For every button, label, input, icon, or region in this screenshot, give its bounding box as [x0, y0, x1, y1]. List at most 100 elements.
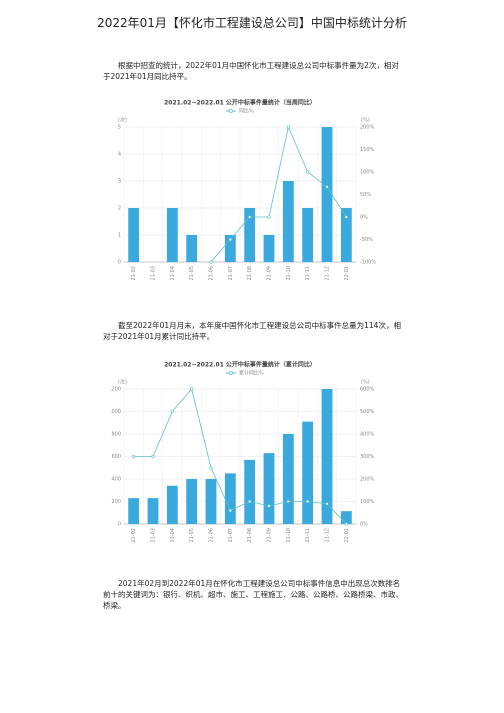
- bar: [244, 208, 256, 262]
- y-tick-label: 600: [111, 454, 121, 460]
- line-point: [151, 454, 155, 459]
- y2-tick-label: 150%: [360, 147, 375, 153]
- y2-tick-label: -100%: [360, 260, 376, 266]
- x-tick-label: 2021-06: [209, 266, 215, 280]
- y2-tick-label: 600%: [360, 387, 375, 393]
- bar: [340, 208, 352, 262]
- line-point: [228, 508, 232, 513]
- bar: [302, 208, 314, 262]
- y2-tick-label: 200%: [360, 477, 375, 483]
- y2-tick-label: 200%: [360, 125, 375, 131]
- line-point: [286, 499, 290, 504]
- line-point: [209, 260, 213, 264]
- x-tick-label: 2021-04: [170, 266, 176, 280]
- legend-label: 累计同比%: [239, 370, 264, 377]
- chart: 2021.02~2022.01 公开中标事件量统计（当周同比）同比% (次) (%)…: [118, 99, 377, 281]
- bar: [186, 235, 198, 262]
- bar: [321, 389, 333, 524]
- y-axis-label: (次): [118, 379, 127, 386]
- x-tick-label: 2021-09: [267, 528, 273, 542]
- bar: [224, 235, 236, 262]
- bar: [166, 485, 178, 524]
- x-tick-label: 2021-08: [247, 266, 253, 280]
- y2-tick-label: -50%: [360, 237, 373, 243]
- y2-axis-label: (%): [361, 118, 370, 124]
- bar: [224, 473, 236, 524]
- title: 2022年01月【怀化市工程建设总公司】中国中标统计分析: [97, 16, 407, 30]
- x-tick-label: 2021-03: [151, 528, 157, 542]
- y-axis-label: (次): [118, 117, 127, 124]
- bar: [205, 479, 217, 524]
- bar: [186, 479, 198, 524]
- bar: [340, 511, 352, 524]
- line-point: [248, 499, 252, 504]
- chart: 2021.02~2022.01 公开中标事件量统计（累计同比）累计同比% (次) (…: [110, 361, 375, 543]
- y2-tick-label: 100%: [360, 499, 375, 505]
- bar: [244, 459, 256, 524]
- y-tick-label: 1: [118, 233, 121, 239]
- line-point: [325, 502, 329, 506]
- legend-marker: [229, 109, 233, 113]
- line-point: [306, 499, 310, 504]
- x-tick-label: 2021-10: [286, 266, 292, 280]
- y-tick-label: 5: [118, 125, 121, 131]
- y2-tick-label: 400%: [360, 432, 375, 438]
- x-tick-label: 2021-11: [305, 528, 311, 542]
- x-tick-label: 2021-07: [228, 528, 234, 542]
- line-point: [267, 215, 271, 219]
- y-tick-label: 200: [111, 499, 121, 505]
- x-tick-label: 2021-08: [247, 528, 253, 542]
- line-point: [132, 454, 136, 459]
- x-tick-label: 2021-12: [325, 528, 331, 542]
- paragraph: 根据中招查的统计，2022年01月中国怀化市工程建设总公司中标事件量为2次，相对…: [103, 61, 399, 81]
- x-tick-label: 2021-09: [267, 266, 273, 280]
- bar: [321, 127, 333, 262]
- x-tick-label: 2021-02: [131, 528, 137, 542]
- x-tick-label: 2021-03: [151, 266, 157, 280]
- line-point: [267, 504, 271, 508]
- line: [133, 388, 347, 525]
- y-tick-label: 1,200: [110, 387, 121, 393]
- x-tick-label: 2021-05: [189, 266, 195, 280]
- line-point: [170, 409, 174, 414]
- x-tick-label: 2021-04: [170, 528, 176, 542]
- chart-title: 2021.02~2022.01 公开中标事件量统计（当周同比）: [164, 99, 316, 107]
- y2-tick-label: 100%: [360, 170, 375, 176]
- paragraph: 2021年02月到2022年01月在怀化市工程建设总公司中标事件信息中出现总次数…: [103, 579, 403, 610]
- line-point: [344, 522, 348, 526]
- bar: [147, 498, 159, 524]
- line-point: [209, 466, 213, 470]
- bar: [302, 421, 314, 524]
- y2-axis-label: (%): [361, 380, 370, 386]
- line-point: [248, 215, 252, 219]
- x-tick-label: 2021-10: [286, 528, 292, 542]
- chart-title: 2021.02~2022.01 公开中标事件量统计（累计同比）: [164, 361, 316, 369]
- y-tick-label: 1,000: [110, 409, 121, 415]
- bar: [282, 434, 294, 524]
- x-tick-label: 2021-07: [228, 266, 234, 280]
- line-point: [228, 237, 232, 242]
- y-tick-label: 0: [118, 522, 121, 528]
- y-tick-label: 0: [118, 260, 121, 266]
- y-tick-label: 2: [118, 206, 121, 212]
- x-tick-label: 2022-01: [344, 528, 350, 542]
- y-tick-label: 4: [118, 152, 121, 158]
- bar: [128, 498, 140, 524]
- bar: [263, 453, 275, 524]
- y2-tick-label: 300%: [360, 454, 375, 460]
- y-tick-label: 3: [118, 179, 121, 185]
- line: [210, 125, 347, 263]
- y2-tick-label: 0%: [360, 522, 368, 528]
- legend-marker: [229, 371, 233, 375]
- line-point: [344, 215, 348, 219]
- y-tick-label: 800: [111, 432, 121, 438]
- x-tick-label: 2021-12: [325, 266, 331, 280]
- y-tick-label: 400: [111, 477, 121, 483]
- legend-label: 同比%: [239, 108, 254, 115]
- line-point: [190, 387, 194, 391]
- y2-tick-label: 0%: [360, 215, 368, 221]
- line-point: [325, 185, 329, 189]
- bar: [282, 181, 294, 262]
- line-point: [286, 125, 290, 129]
